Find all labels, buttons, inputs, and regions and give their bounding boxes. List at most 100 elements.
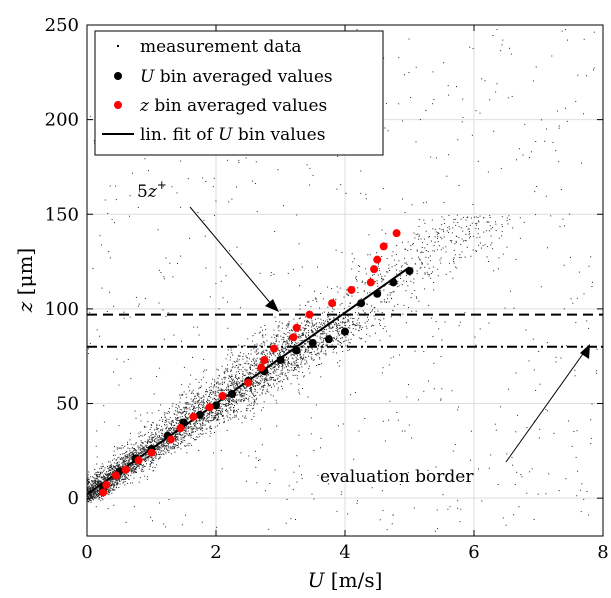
measurement-point	[99, 476, 101, 477]
measurement-point	[129, 459, 131, 461]
measurement-point	[347, 326, 349, 328]
measurement-point	[174, 451, 176, 453]
measurement-point	[123, 317, 125, 319]
measurement-point	[263, 353, 265, 355]
measurement-point	[209, 394, 210, 396]
measurement-point	[278, 367, 280, 369]
measurement-point	[277, 375, 279, 377]
measurement-point	[123, 361, 125, 363]
measurement-point	[478, 220, 480, 222]
measurement-point	[117, 457, 119, 459]
measurement-point	[162, 453, 164, 455]
measurement-point	[283, 337, 285, 339]
measurement-point	[150, 516, 152, 518]
measurement-point	[154, 439, 156, 441]
measurement-point	[133, 472, 135, 474]
measurement-point	[538, 437, 540, 439]
measurement-point	[103, 478, 105, 480]
measurement-point	[183, 435, 185, 437]
measurement-point	[172, 420, 174, 421]
measurement-point	[447, 85, 449, 87]
measurement-point	[236, 383, 238, 384]
measurement-point	[162, 430, 163, 432]
measurement-point	[346, 293, 348, 295]
measurement-point	[564, 225, 565, 227]
measurement-point	[168, 408, 170, 410]
measurement-point	[252, 385, 254, 387]
measurement-point	[138, 455, 140, 457]
measurement-point	[320, 437, 322, 439]
measurement-point	[214, 398, 216, 399]
measurement-point	[421, 263, 423, 265]
measurement-point	[93, 477, 95, 479]
measurement-point	[227, 327, 229, 329]
measurement-point	[270, 275, 272, 277]
measurement-point	[233, 383, 235, 385]
measurement-point	[127, 474, 129, 476]
measurement-point	[341, 342, 343, 344]
measurement-point	[283, 379, 285, 380]
measurement-point	[332, 351, 334, 353]
measurement-point	[345, 316, 346, 318]
measurement-point	[242, 372, 244, 374]
measurement-point	[479, 242, 481, 244]
measurement-point	[343, 341, 345, 343]
measurement-point	[127, 455, 128, 457]
measurement-point	[555, 361, 557, 363]
measurement-point	[252, 384, 254, 386]
measurement-point	[310, 329, 312, 331]
measurement-point	[184, 440, 186, 441]
measurement-point	[336, 325, 338, 327]
measurement-point	[288, 321, 290, 323]
measurement-point	[124, 481, 126, 483]
measurement-point	[133, 466, 135, 468]
measurement-point	[437, 528, 438, 530]
measurement-point	[325, 354, 327, 356]
measurement-point	[98, 493, 99, 495]
measurement-point	[384, 440, 386, 442]
measurement-point	[441, 229, 443, 231]
measurement-point	[168, 427, 170, 429]
measurement-point	[300, 362, 302, 364]
measurement-point	[283, 348, 285, 350]
measurement-point	[435, 321, 437, 323]
measurement-point	[224, 376, 226, 378]
measurement-point	[282, 347, 284, 349]
measurement-point	[119, 453, 121, 455]
measurement-point	[171, 446, 173, 448]
measurement-point	[143, 455, 145, 457]
measurement-point	[151, 459, 153, 461]
measurement-point	[126, 477, 128, 479]
measurement-point	[494, 423, 496, 425]
measurement-point	[201, 408, 203, 410]
measurement-point	[493, 130, 495, 132]
measurement-point	[194, 422, 196, 424]
measurement-point	[158, 435, 160, 437]
measurement-point	[198, 406, 200, 408]
measurement-point	[481, 500, 483, 502]
measurement-point	[339, 327, 341, 329]
measurement-point	[246, 410, 248, 412]
measurement-point	[90, 494, 92, 496]
measurement-point	[533, 369, 535, 371]
measurement-point	[430, 273, 432, 274]
measurement-point	[516, 159, 517, 161]
measurement-point	[454, 218, 456, 220]
measurement-point	[224, 370, 226, 372]
measurement-point	[88, 496, 90, 498]
measurement-point	[540, 286, 542, 288]
measurement-point	[241, 393, 243, 395]
measurement-point	[279, 321, 281, 323]
measurement-point	[469, 46, 471, 48]
measurement-point	[286, 340, 288, 342]
measurement-point	[140, 453, 142, 455]
measurement-point	[559, 226, 561, 228]
measurement-point	[230, 369, 232, 371]
measurement-point	[164, 424, 166, 426]
measurement-point	[99, 483, 101, 485]
measurement-point	[276, 335, 278, 337]
measurement-point	[457, 222, 459, 223]
measurement-point	[299, 347, 301, 349]
measurement-point	[228, 399, 230, 401]
measurement-point	[440, 257, 442, 259]
